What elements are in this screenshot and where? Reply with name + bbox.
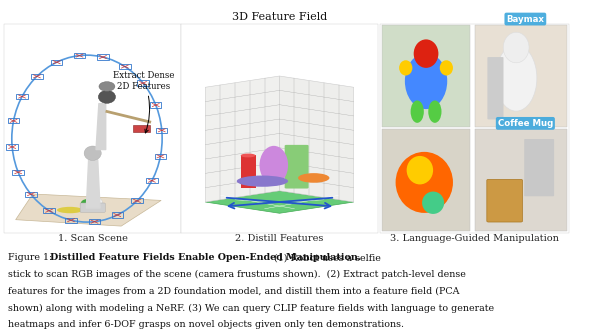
Text: stick to scan RGB images of the scene (camera frustums shown).  (2) Extract patc: stick to scan RGB images of the scene (c… (8, 270, 466, 279)
Ellipse shape (399, 60, 412, 75)
Polygon shape (205, 191, 353, 213)
Text: features for the images from a 2D foundation model, and distill them into a feat: features for the images from a 2D founda… (8, 287, 460, 296)
Text: Distilled Feature Fields Enable Open-Ended Manipulation.: Distilled Feature Fields Enable Open-End… (50, 253, 361, 262)
Ellipse shape (260, 146, 288, 184)
Text: 3D Feature Field: 3D Feature Field (232, 12, 327, 22)
Text: Coffee Mug: Coffee Mug (498, 119, 553, 128)
Polygon shape (280, 76, 353, 202)
Text: 3. Language-Guided Manipulation: 3. Language-Guided Manipulation (390, 234, 559, 243)
FancyBboxPatch shape (133, 125, 150, 132)
Ellipse shape (428, 100, 442, 123)
FancyBboxPatch shape (80, 203, 105, 212)
FancyBboxPatch shape (475, 129, 567, 231)
Ellipse shape (99, 82, 115, 91)
Text: Baymax: Baymax (506, 15, 544, 24)
FancyBboxPatch shape (487, 57, 503, 119)
Ellipse shape (241, 154, 256, 158)
FancyBboxPatch shape (241, 156, 256, 188)
Polygon shape (16, 194, 161, 226)
FancyBboxPatch shape (487, 179, 523, 222)
FancyBboxPatch shape (4, 24, 181, 232)
Text: 2. Distill Features: 2. Distill Features (235, 234, 324, 243)
Polygon shape (205, 76, 280, 202)
Ellipse shape (237, 175, 288, 187)
Text: Figure 1:: Figure 1: (8, 253, 58, 262)
Ellipse shape (98, 90, 115, 103)
Ellipse shape (57, 207, 83, 213)
Ellipse shape (422, 192, 444, 214)
Ellipse shape (440, 60, 453, 75)
Ellipse shape (80, 199, 93, 208)
Ellipse shape (94, 199, 103, 206)
FancyBboxPatch shape (524, 139, 554, 196)
FancyBboxPatch shape (382, 129, 470, 231)
FancyBboxPatch shape (181, 24, 378, 232)
Ellipse shape (496, 45, 537, 111)
Ellipse shape (503, 32, 529, 63)
Ellipse shape (407, 156, 433, 184)
FancyBboxPatch shape (380, 24, 569, 232)
Ellipse shape (413, 39, 439, 68)
Ellipse shape (395, 152, 453, 213)
Text: (1) Robot uses a selfie: (1) Robot uses a selfie (268, 253, 380, 262)
Ellipse shape (298, 173, 329, 183)
Text: shown) along with modeling a NeRF. (3) We can query CLIP feature fields with lan: shown) along with modeling a NeRF. (3) W… (8, 304, 494, 312)
Ellipse shape (84, 146, 101, 161)
Ellipse shape (405, 53, 447, 109)
FancyBboxPatch shape (475, 25, 567, 127)
Ellipse shape (410, 100, 424, 123)
Text: heatmaps and infer 6-DOF grasps on novel objects given only ten demonstrations.: heatmaps and infer 6-DOF grasps on novel… (8, 320, 404, 329)
Text: 1. Scan Scene: 1. Scan Scene (58, 234, 128, 243)
Text: Extract Dense
2D Features: Extract Dense 2D Features (113, 71, 175, 133)
FancyBboxPatch shape (382, 25, 470, 127)
FancyBboxPatch shape (284, 145, 308, 189)
